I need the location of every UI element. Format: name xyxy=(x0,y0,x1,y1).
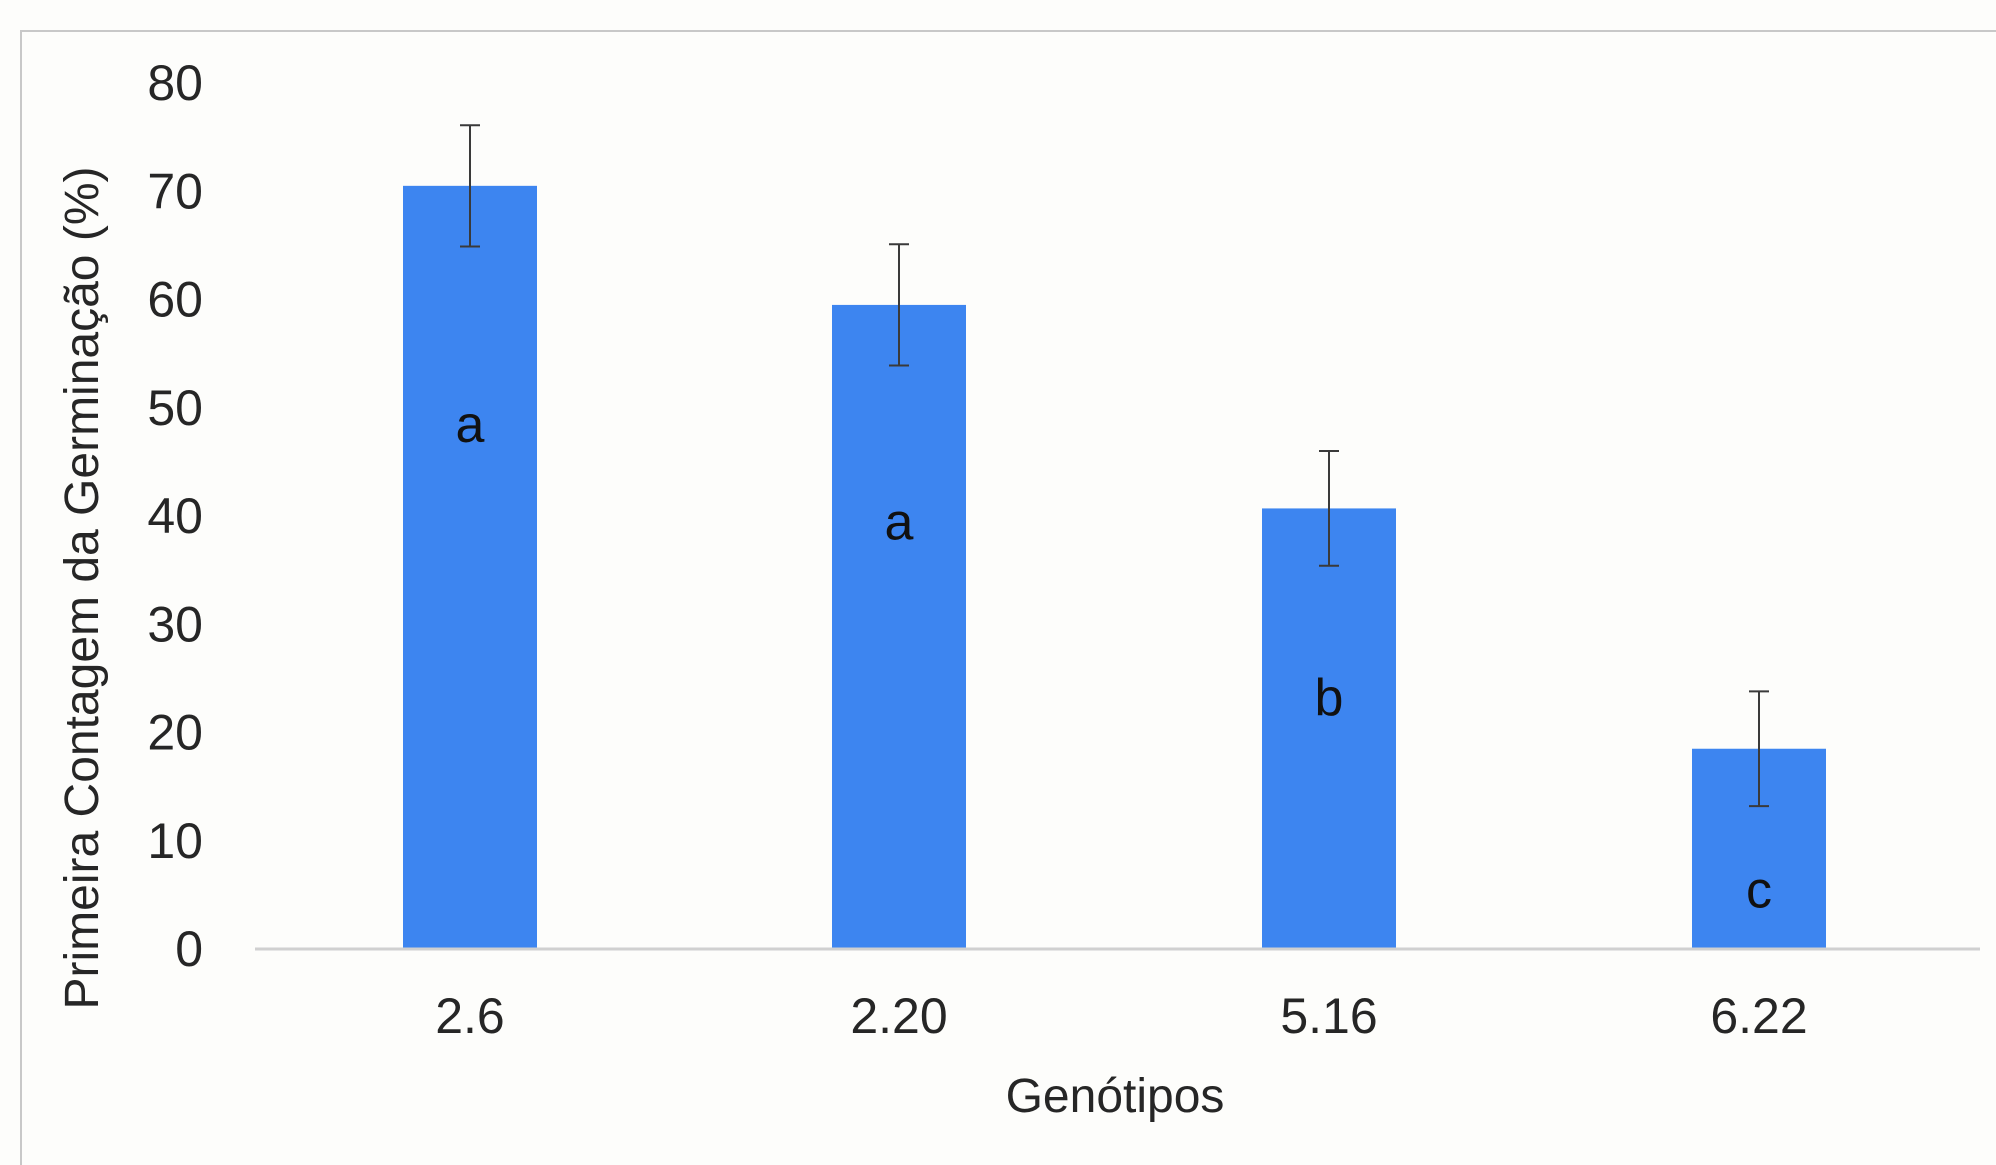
significance-letter: b xyxy=(1315,669,1344,727)
significance-letter: c xyxy=(1746,861,1772,919)
error-bars xyxy=(460,124,1769,808)
y-tick-label: 60 xyxy=(147,272,203,328)
y-tick-labels: 0 10 20 30 40 50 60 70 80 xyxy=(147,55,203,977)
error-bar xyxy=(1749,690,1769,808)
x-tick-label: 2.20 xyxy=(850,988,947,1044)
error-bar xyxy=(460,124,480,248)
y-axis-title: Primeira Contagem da Germinação (%) xyxy=(56,167,109,1010)
bar xyxy=(1262,508,1396,949)
significance-letter: a xyxy=(885,493,914,551)
chart-frame xyxy=(20,30,1996,1165)
significance-letters: a a b c xyxy=(456,396,1772,919)
x-tick-labels: 2.6 2.20 5.16 6.22 xyxy=(435,988,1807,1044)
bars xyxy=(403,185,1826,950)
y-tick-label: 20 xyxy=(147,705,203,761)
y-tick-label: 70 xyxy=(147,163,203,219)
y-tick-label: 0 xyxy=(175,921,203,977)
y-tick-label: 50 xyxy=(147,380,203,436)
error-bar xyxy=(1319,450,1339,567)
y-tick-label: 80 xyxy=(147,55,203,111)
y-tick-label: 30 xyxy=(147,596,203,652)
bar xyxy=(832,304,966,950)
x-tick-label: 5.16 xyxy=(1280,988,1377,1044)
y-tick-label: 40 xyxy=(147,488,203,544)
x-tick-label: 6.22 xyxy=(1710,988,1807,1044)
error-bar xyxy=(889,243,909,367)
bar xyxy=(403,185,537,949)
significance-letter: a xyxy=(456,396,485,454)
x-axis-title: Genótipos xyxy=(1006,1070,1225,1123)
x-tick-label: 2.6 xyxy=(435,988,505,1044)
y-tick-label: 10 xyxy=(147,813,203,869)
